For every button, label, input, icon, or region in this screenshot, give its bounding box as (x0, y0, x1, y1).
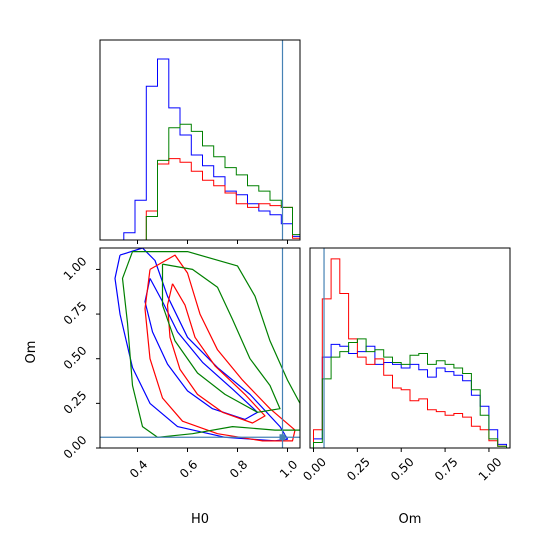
hist-H0-red-series (101, 158, 301, 241)
x-tick-label: 0.00 (300, 455, 329, 484)
panel-hist-H0 (99, 39, 301, 244)
x-tick-label: 0.25 (344, 455, 373, 484)
hist-Om-red-series (313, 258, 507, 448)
y-tick-label: 0.25 (61, 388, 90, 417)
x-tick-label: 1.0 (277, 457, 300, 480)
y-tick-label: 0.75 (61, 299, 90, 328)
panel-contour-H0-Om: 0.4 0.6 0.8 1.0 0.00 0.25 0.50 0.75 1.00 (61, 247, 301, 481)
x-tick-label: 0.75 (432, 455, 461, 484)
x-tick-label: 0.6 (177, 457, 200, 480)
truth-marker (279, 434, 286, 441)
hist-Om-frame (309, 247, 511, 449)
hist-H0-frame (99, 39, 301, 241)
contour-red-inner (166, 283, 266, 424)
y-tick-label: 1.00 (61, 254, 90, 283)
x-tick-label: 0.8 (227, 457, 250, 480)
y-tick-label: 0.00 (61, 433, 90, 462)
x-tick-label: 1.00 (476, 455, 505, 484)
contour-red-outer (144, 254, 296, 442)
contour-frame (99, 247, 301, 449)
x-tick-label: 0.4 (127, 457, 150, 480)
x-axis-label-Om: Om (399, 512, 422, 527)
hist-H0-green-series (101, 123, 301, 241)
x-tick-label: 0.50 (388, 455, 417, 484)
contour-area (100, 248, 300, 448)
hist-Om-green-series (313, 338, 507, 448)
contour-green-inner (161, 263, 281, 413)
y-axis-label-Om: Om (24, 341, 39, 364)
panel-hist-Om: 0.00 0.25 0.50 0.75 1.00 (300, 247, 511, 484)
contour-blue-inner (144, 278, 259, 420)
contour-blue-outer (114, 248, 289, 442)
x-axis-label-H0: H0 (191, 512, 209, 527)
hist-Om-blue-series (313, 343, 507, 448)
hist-H0-blue-series (101, 58, 301, 241)
y-tick-label: 0.50 (61, 343, 90, 372)
contour-green-outer (121, 251, 300, 438)
